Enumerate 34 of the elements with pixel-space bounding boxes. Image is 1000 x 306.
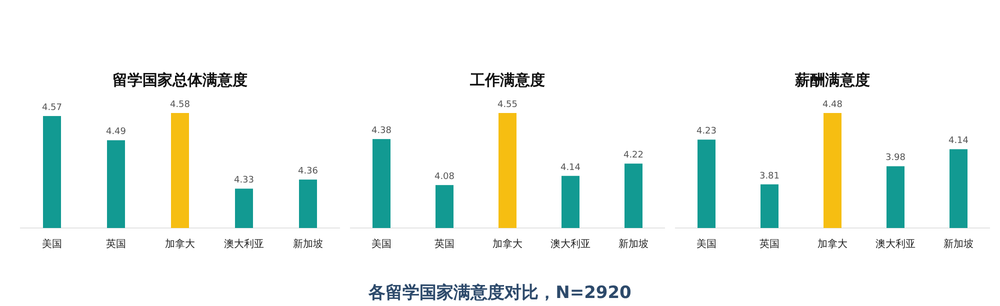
data-label: 3.81 bbox=[759, 171, 780, 182]
data-label: 3.98 bbox=[885, 153, 906, 164]
x-tick-label: 新加坡 bbox=[944, 238, 974, 250]
data-label: 4.58 bbox=[170, 100, 190, 110]
data-label: 4.57 bbox=[42, 103, 62, 114]
x-tick-label: 美国 bbox=[372, 238, 392, 250]
data-label: 4.33 bbox=[234, 176, 254, 186]
x-tick-label: 新加坡 bbox=[293, 238, 323, 250]
data-label: 4.55 bbox=[497, 100, 518, 110]
x-tick-label: 加拿大 bbox=[492, 238, 522, 250]
data-label: 4.14 bbox=[948, 136, 969, 146]
x-tick-label: 英国 bbox=[106, 238, 126, 250]
data-label: 4.08 bbox=[434, 172, 455, 182]
x-tick-label: 加拿大 bbox=[165, 238, 195, 250]
x-tick-label: 新加坡 bbox=[618, 238, 648, 250]
chart-title: 工作满意度 bbox=[469, 71, 545, 89]
data-label: 4.23 bbox=[696, 126, 717, 137]
chart-title: 薪酬满意度 bbox=[794, 71, 870, 89]
x-tick-label: 澳大利亚 bbox=[550, 238, 590, 250]
data-label: 4.48 bbox=[822, 100, 843, 110]
x-tick-label: 美国 bbox=[696, 238, 716, 250]
text: 各留学国家满意度对比，N=2920 bbox=[368, 283, 632, 303]
x-tick-label: 澳大利亚 bbox=[224, 238, 264, 250]
x-tick-label: 美国 bbox=[42, 238, 62, 250]
x-tick-label: 澳大利亚 bbox=[876, 238, 916, 250]
data-label: 4.14 bbox=[560, 162, 581, 173]
x-tick-label: 英国 bbox=[760, 238, 780, 250]
x-tick-label: 加拿大 bbox=[818, 238, 848, 250]
data-label: 4.22 bbox=[623, 150, 644, 161]
data-label: 4.38 bbox=[371, 126, 392, 136]
chart-title: 留学国家总体满意度 bbox=[112, 71, 248, 89]
data-label: 4.36 bbox=[298, 166, 318, 177]
x-tick-label: 英国 bbox=[434, 238, 454, 250]
data-label: 4.49 bbox=[106, 127, 126, 138]
